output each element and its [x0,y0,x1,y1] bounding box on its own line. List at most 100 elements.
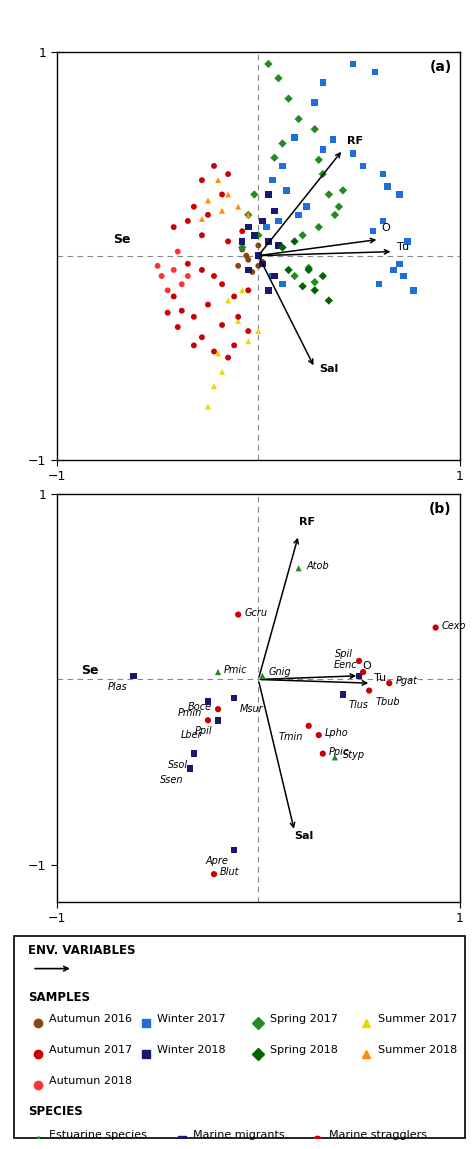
Point [214,711,222,730]
Point [271,148,278,167]
Text: Spring 2018: Spring 2018 [270,1046,338,1055]
Point [305,261,312,279]
Point [283,182,290,200]
Point [190,198,198,216]
Point [291,129,299,147]
Point [238,222,246,240]
Point [299,277,306,295]
Text: Tmin: Tmin [278,732,302,742]
Point [245,206,252,224]
Point [204,295,212,314]
Text: Cexo: Cexo [442,620,466,631]
Point [230,287,238,306]
Point [190,337,198,355]
Point [245,282,252,300]
Point [210,865,218,884]
Point [295,110,302,129]
Point [230,689,238,708]
Text: Eenc: Eenc [333,660,357,670]
Point [269,267,276,285]
Point [311,93,319,111]
Point [210,156,218,175]
Point [264,185,272,203]
Point [218,201,226,219]
Point [170,218,177,237]
Point [258,666,266,685]
Point [279,238,286,256]
Point [339,182,346,200]
Text: Plas: Plas [108,681,128,692]
Point [210,267,218,285]
Text: RF: RF [347,136,363,146]
Point [238,282,246,300]
Text: O: O [362,661,371,671]
Point [311,273,319,292]
Text: O: O [381,223,390,233]
Point [242,247,250,265]
Point [379,211,387,230]
Point [234,606,242,624]
Point [335,198,343,216]
Point [198,329,206,347]
Point [291,232,299,250]
Point [271,267,278,285]
Text: Tu: Tu [374,673,386,684]
Point [279,275,286,293]
Point [319,74,327,92]
Point [174,318,182,337]
Point [319,745,327,763]
Point [339,685,346,703]
Text: Se: Se [113,233,131,246]
Point [264,55,272,74]
Point [198,171,206,190]
Point [263,218,270,237]
Point [299,226,306,245]
Text: Ppic: Ppic [329,747,349,757]
Point [274,69,282,87]
Point [245,206,252,224]
Point [204,192,212,210]
Text: Msur: Msur [240,704,264,715]
Point [359,156,367,175]
Text: Sal: Sal [319,364,338,373]
Point [238,240,246,259]
Point [331,748,338,766]
Point [224,185,232,203]
Point [403,232,411,250]
Point [174,242,182,261]
Point [379,165,387,184]
Point [129,666,137,685]
Point [295,206,302,224]
Point [158,267,165,285]
Point [269,171,276,190]
Point [311,119,319,138]
Point [319,140,327,159]
Point [234,311,242,330]
Point [375,275,383,293]
Text: Summer 2017: Summer 2017 [378,1013,457,1024]
Point [432,618,439,637]
Text: Ssen: Ssen [160,774,184,785]
Point [255,226,262,245]
Point [234,198,242,216]
Text: (b): (b) [429,502,452,516]
Point [190,308,198,326]
Point [170,261,177,279]
Point [224,348,232,367]
Point [214,171,222,190]
Text: Styp: Styp [343,750,365,761]
Point [258,211,266,230]
Point [395,185,403,203]
Point [245,322,252,340]
Point [365,681,373,700]
Point [285,261,292,279]
Point [264,282,272,300]
Point [303,198,310,216]
Point [230,841,238,859]
Text: Winter 2018: Winter 2018 [157,1046,226,1055]
Point [204,398,212,416]
Point [184,211,191,230]
Text: Ssol: Ssol [168,759,188,770]
Point [184,267,191,285]
Point [178,301,185,319]
